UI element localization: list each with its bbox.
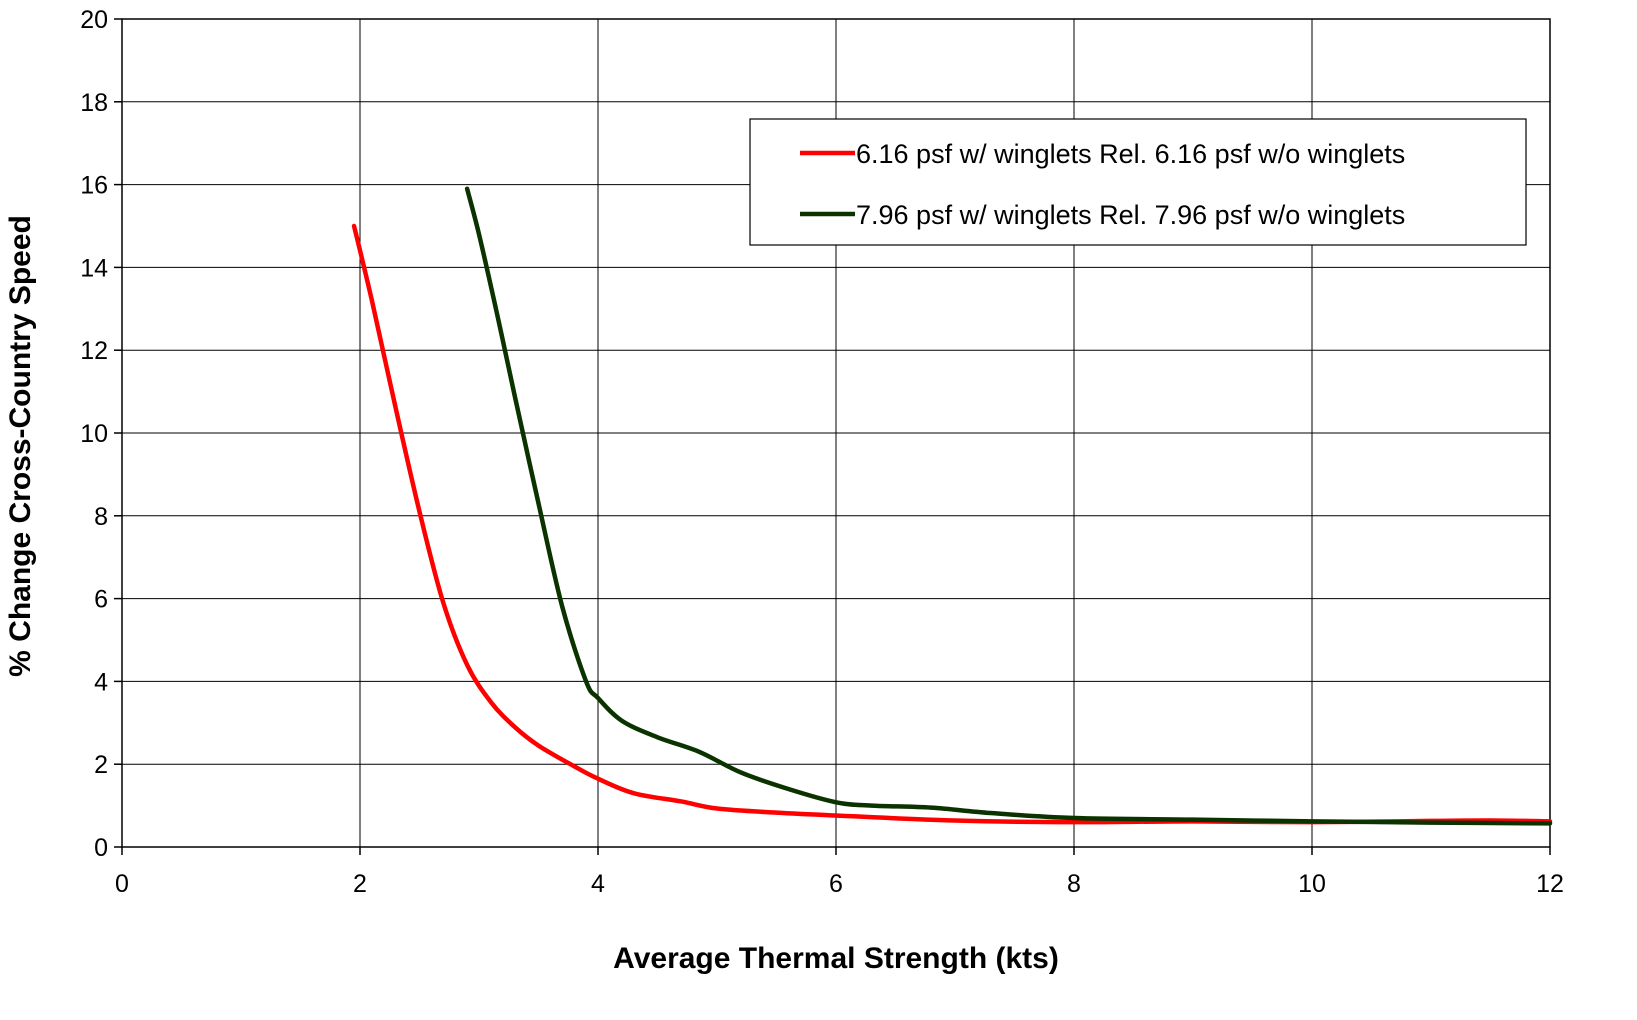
y-tick-label: 20 — [80, 6, 108, 34]
y-tick-label: 18 — [80, 89, 108, 117]
x-tick-label: 4 — [591, 870, 605, 898]
y-tick-label: 10 — [80, 420, 108, 448]
y-tick-label: 8 — [94, 503, 108, 531]
x-tick-label: 6 — [829, 870, 843, 898]
x-tick-label: 0 — [115, 870, 129, 898]
y-tick-label: 0 — [94, 834, 108, 862]
y-tick-label: 4 — [94, 668, 108, 696]
x-tick-label: 2 — [353, 870, 367, 898]
x-tick-label: 10 — [1298, 870, 1326, 898]
legend: 6.16 psf w/ winglets Rel. 6.16 psf w/o w… — [749, 118, 1527, 246]
series-line-1 — [351, 223, 1553, 825]
x-tick-label: 12 — [1536, 870, 1564, 898]
series-group — [351, 186, 1553, 826]
x-axis-title: Average Thermal Strength (kts) — [613, 942, 1059, 975]
legend-label-2: 7.96 psf w/ winglets Rel. 7.96 psf w/o w… — [856, 200, 1405, 230]
x-tick-label: 8 — [1067, 870, 1081, 898]
y-tick-label: 16 — [80, 172, 108, 200]
y-tick-label: 14 — [80, 254, 108, 282]
series-line-2 — [464, 186, 1553, 826]
legend-label-1: 6.16 psf w/ winglets Rel. 6.16 psf w/o w… — [856, 139, 1405, 169]
y-tick-label: 12 — [80, 337, 108, 365]
y-tick-label: 6 — [94, 586, 108, 614]
y-tick-label: 2 — [94, 751, 108, 779]
legend-box — [749, 118, 1527, 246]
y-axis-title: % Change Cross-Country Speed — [4, 215, 37, 677]
axis-ticks: 0 2 4 6 8 10 12 14 16 18 20 0 2 4 6 8 10 12 — [80, 6, 1564, 898]
